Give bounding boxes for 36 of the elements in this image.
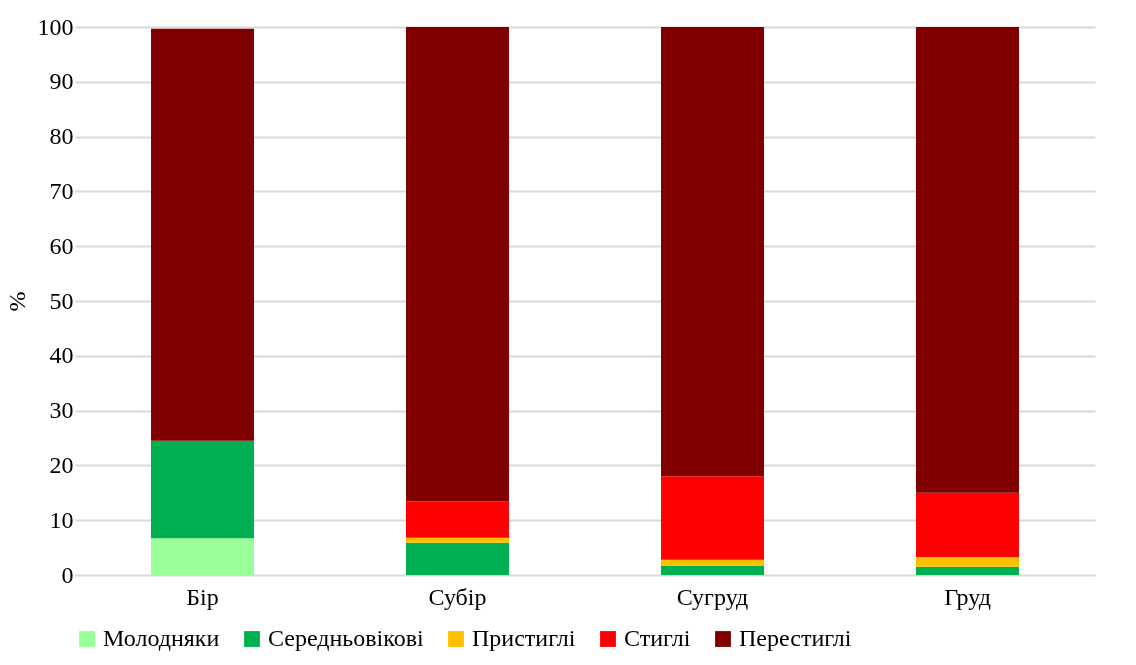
y-tick-label: 50: [49, 287, 74, 314]
bar: [661, 559, 764, 566]
bar: [406, 27, 509, 502]
x-tick-label: Сугруд: [676, 583, 749, 610]
x-tick-label: Субір: [428, 583, 487, 610]
bar: [406, 542, 509, 575]
y-tick-label: 20: [49, 451, 74, 478]
y-tick-label: 70: [49, 177, 74, 204]
y-tick-label: 90: [49, 68, 74, 95]
y-tick-label: 80: [49, 123, 74, 150]
bar: [151, 440, 254, 539]
bar: [661, 27, 764, 477]
bar: [916, 556, 1019, 567]
bar: [916, 27, 1019, 493]
y-tick-label: 10: [49, 506, 74, 533]
bar: [406, 537, 509, 543]
y-tick-label: 40: [49, 342, 74, 369]
legend-label: Молодняки: [103, 625, 220, 651]
y-axis-title: %: [3, 291, 30, 312]
bar: [916, 492, 1019, 557]
y-tick-label: 100: [37, 13, 74, 40]
bar: [151, 538, 254, 575]
x-tick-label: Груд: [944, 583, 991, 610]
y-tick-label: 30: [49, 397, 74, 424]
bar: [916, 566, 1019, 575]
y-tick-label: 0: [61, 561, 74, 588]
bar: [661, 476, 764, 560]
legend-label: Середньовікові: [268, 625, 425, 651]
legend-label: Стиглі: [624, 625, 691, 651]
x-tick-label: Бір: [186, 583, 219, 610]
legend-label: Перестиглі: [739, 625, 852, 651]
bar: [661, 565, 764, 575]
bar: [151, 28, 254, 441]
bar: [406, 501, 509, 538]
legend-label: Пристиглі: [472, 625, 576, 651]
y-tick-label: 60: [49, 232, 74, 259]
